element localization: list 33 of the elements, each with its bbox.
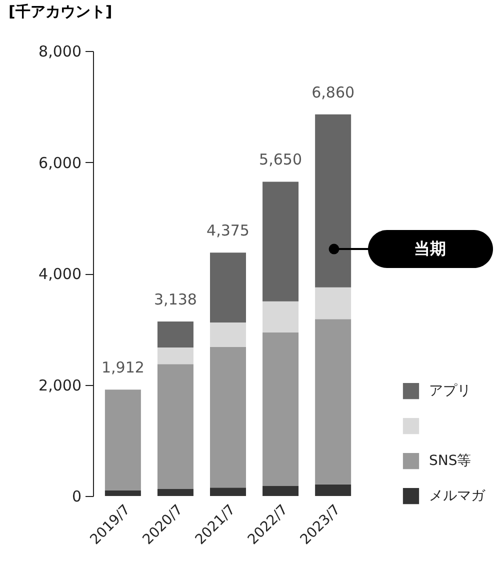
- bar: [157, 364, 194, 489]
- total-label: 3,138: [154, 290, 197, 308]
- bar: [262, 301, 299, 332]
- legend-label: SNS等: [429, 453, 472, 469]
- total-label: 1,912: [101, 358, 144, 377]
- y-tick-label: 4,000: [38, 265, 82, 283]
- bar: [262, 486, 299, 496]
- total-label: 5,650: [259, 150, 302, 169]
- bar: [315, 319, 352, 484]
- bar: [210, 488, 246, 496]
- total-label: 6,860: [312, 83, 355, 102]
- y-tick-label: 2,000: [38, 376, 82, 394]
- bar: [157, 347, 194, 364]
- bar: [157, 488, 194, 496]
- y-tick-label: 6,000: [38, 154, 82, 172]
- y-tick-label: 0: [72, 488, 82, 506]
- bar: [315, 287, 352, 320]
- bar: [315, 484, 352, 496]
- bar: [210, 346, 246, 488]
- bar: [315, 114, 352, 288]
- bar: [104, 490, 141, 496]
- bar: [210, 252, 246, 322]
- bar: [210, 322, 246, 347]
- total-label: 4,375: [206, 222, 250, 240]
- bar: [262, 332, 299, 486]
- text: 当期: [414, 239, 446, 258]
- bar: [104, 390, 141, 490]
- y-tick-label: 8,000: [38, 42, 82, 60]
- legend-label: アプリ: [429, 383, 471, 399]
- bar: [262, 182, 299, 302]
- bar: [157, 321, 194, 348]
- legend-label: メルマガ: [429, 488, 486, 504]
- y-axis-title: [千アカウント]: [8, 2, 112, 20]
